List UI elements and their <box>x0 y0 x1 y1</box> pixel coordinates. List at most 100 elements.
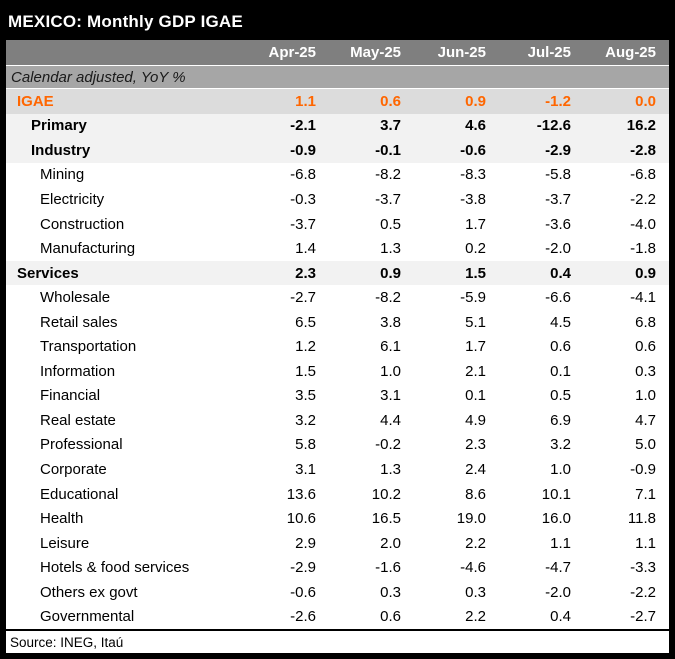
cell-value: -0.6 <box>460 141 486 159</box>
cell-value: 2.1 <box>465 362 486 380</box>
source-note: Source: INEG, Itaú <box>6 629 669 654</box>
cell-value: -1.8 <box>630 240 656 258</box>
cell-value: 4.7 <box>635 411 656 429</box>
table-row: Services 2.3 0.9 1.5 0.4 0.9 <box>6 260 669 286</box>
row-label: Hotels & food services <box>40 559 190 577</box>
cell-value: 4.6 <box>465 117 486 135</box>
cell-value: 1.3 <box>380 460 401 478</box>
cell-value: 1.0 <box>380 362 401 380</box>
row-label: Transportation <box>40 338 137 356</box>
cell-value: -4.6 <box>460 559 486 577</box>
cell-value: 0.5 <box>550 387 571 405</box>
cell-value: 0.6 <box>380 608 401 626</box>
cell-value: -2.9 <box>290 559 316 577</box>
cell-value: 0.0 <box>635 92 656 110</box>
cell-value: 16.2 <box>626 117 656 135</box>
cell-value: 0.2 <box>465 240 486 258</box>
cell-value: 0.3 <box>635 362 656 380</box>
row-label: Primary <box>31 117 87 135</box>
cell-value: 5.1 <box>465 313 486 331</box>
table-row: IGAE 1.1 0.6 0.9 -1.2 0.0 <box>6 89 669 114</box>
cell-value: 6.8 <box>635 313 656 331</box>
table-row: Health 10.6 16.5 19.0 16.0 11.8 <box>6 506 669 531</box>
cell-value: -8.2 <box>375 289 401 307</box>
cell-value: 0.6 <box>550 338 571 356</box>
cell-value: -2.1 <box>290 117 316 135</box>
subtitle-row: Calendar adjusted, YoY % <box>6 66 669 89</box>
cell-value: 1.1 <box>550 534 571 552</box>
cell-value: 7.1 <box>635 485 656 503</box>
cell-value: -0.3 <box>290 190 316 208</box>
cell-value: -8.2 <box>375 166 401 184</box>
cell-value: 16.0 <box>541 510 571 528</box>
cell-value: -2.6 <box>290 608 316 626</box>
cell-value: 6.5 <box>295 313 316 331</box>
table-row: Educational 13.6 10.2 8.6 10.1 7.1 <box>6 481 669 507</box>
cell-value: 2.3 <box>295 264 316 282</box>
cell-value: 0.4 <box>550 608 571 626</box>
cell-value: -0.1 <box>375 141 401 159</box>
cell-value: 1.0 <box>635 387 656 405</box>
table-title: MEXICO: Monthly GDP IGAE <box>6 0 669 40</box>
cell-value: -4.1 <box>630 289 656 307</box>
cell-value: 10.1 <box>541 485 571 503</box>
table-row: Professional 5.8 -0.2 2.3 3.2 5.0 <box>6 432 669 458</box>
table-row: Corporate 3.1 1.3 2.4 1.0 -0.9 <box>6 457 669 482</box>
cell-value: -3.8 <box>460 190 486 208</box>
cell-value: -12.6 <box>536 117 571 135</box>
cell-value: 10.2 <box>371 485 401 503</box>
row-label: Information <box>40 362 116 380</box>
cell-value: 1.4 <box>295 240 316 258</box>
cell-value: 0.9 <box>635 264 656 282</box>
table-row: Wholesale -2.7 -8.2 -5.9 -6.6 -4.1 <box>6 285 669 310</box>
column-header-row: Apr-25 May-25 Jun-25 Jul-25 Aug-25 <box>6 40 669 66</box>
row-label: Real estate <box>40 411 116 429</box>
cell-value: -6.8 <box>630 166 656 184</box>
cell-value: 2.3 <box>465 436 486 454</box>
cell-value: 2.2 <box>465 608 486 626</box>
cell-value: -2.0 <box>545 240 571 258</box>
cell-value: 1.0 <box>550 460 571 478</box>
cell-value: -2.2 <box>630 583 656 601</box>
cell-value: 5.8 <box>295 436 316 454</box>
cell-value: -5.8 <box>545 166 571 184</box>
cell-value: 5.0 <box>635 436 656 454</box>
cell-value: 8.6 <box>465 485 486 503</box>
table-row: Construction -3.7 0.5 1.7 -3.6 -4.0 <box>6 211 669 237</box>
cell-value: 4.4 <box>380 411 401 429</box>
cell-value: 4.9 <box>465 411 486 429</box>
cell-value: 0.1 <box>465 387 486 405</box>
cell-value: 19.0 <box>456 510 486 528</box>
row-label: Educational <box>40 485 119 503</box>
row-label: Health <box>40 510 84 528</box>
table-body: IGAE 1.1 0.6 0.9 -1.2 0.0 Primary -2.1 3… <box>6 89 669 630</box>
row-label: Manufacturing <box>40 240 136 258</box>
cell-value: 3.2 <box>550 436 571 454</box>
table-row: Real estate 3.2 4.4 4.9 6.9 4.7 <box>6 408 669 433</box>
cell-value: 3.7 <box>380 117 401 135</box>
cell-value: -3.7 <box>290 215 316 233</box>
table-row: Manufacturing 1.4 1.3 0.2 -2.0 -1.8 <box>6 236 669 261</box>
table-sheet: Apr-25 May-25 Jun-25 Jul-25 Aug-25 Calendar … <box>6 40 669 654</box>
row-label: Industry <box>31 141 91 159</box>
cell-value: -2.8 <box>630 141 656 159</box>
cell-value: -3.6 <box>545 215 571 233</box>
cell-value: 0.3 <box>465 583 486 601</box>
cell-value: 2.0 <box>380 534 401 552</box>
cell-value: 1.5 <box>295 362 316 380</box>
row-label: Governmental <box>40 608 135 626</box>
cell-value: -3.3 <box>630 559 656 577</box>
cell-value: 0.4 <box>550 264 571 282</box>
column-header: Apr-25 <box>268 44 316 61</box>
table-row: Financial 3.5 3.1 0.1 0.5 1.0 <box>6 383 669 409</box>
row-label: Electricity <box>40 190 105 208</box>
cell-value: -6.6 <box>545 289 571 307</box>
table-row: Primary -2.1 3.7 4.6 -12.6 16.2 <box>6 113 669 139</box>
cell-value: 0.6 <box>635 338 656 356</box>
cell-value: 3.1 <box>380 387 401 405</box>
cell-value: 11.8 <box>627 510 656 528</box>
cell-value: 0.3 <box>380 583 401 601</box>
cell-value: 0.5 <box>380 215 401 233</box>
cell-value: 0.1 <box>550 362 571 380</box>
